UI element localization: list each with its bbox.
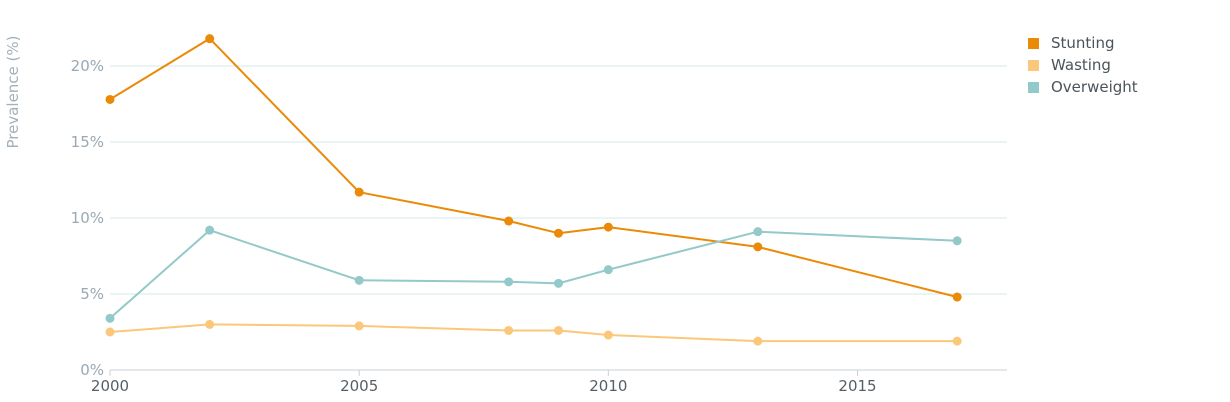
series-line bbox=[109, 37, 958, 298]
y-tick-label: 5% bbox=[80, 285, 104, 303]
data-point[interactable] bbox=[354, 275, 364, 285]
legend-label: Stunting bbox=[1051, 34, 1115, 52]
data-point[interactable] bbox=[554, 228, 563, 238]
data-point[interactable] bbox=[105, 94, 115, 104]
data-point[interactable] bbox=[554, 325, 563, 335]
data-point[interactable] bbox=[504, 325, 514, 335]
data-point[interactable] bbox=[603, 222, 613, 232]
data-point[interactable] bbox=[205, 34, 215, 44]
series-wasting bbox=[105, 319, 962, 346]
data-point[interactable] bbox=[554, 278, 563, 288]
data-point[interactable] bbox=[504, 277, 514, 287]
x-tick-label: 2005 bbox=[340, 377, 378, 395]
data-point[interactable] bbox=[603, 330, 613, 340]
y-tick-label: 20% bbox=[71, 57, 104, 75]
data-point[interactable] bbox=[354, 187, 364, 197]
series-stunting bbox=[105, 34, 962, 302]
legend-swatch bbox=[1028, 81, 1039, 93]
data-point[interactable] bbox=[603, 265, 613, 275]
data-point[interactable] bbox=[952, 292, 962, 302]
x-tick-label: 2010 bbox=[589, 377, 627, 395]
data-point[interactable] bbox=[753, 336, 763, 346]
y-tick-label: 0% bbox=[80, 361, 104, 379]
y-tick-label: 15% bbox=[71, 133, 104, 151]
legend-item-stunting[interactable]: Stunting bbox=[1028, 32, 1138, 54]
series-overweight bbox=[105, 225, 962, 323]
data-point[interactable] bbox=[504, 216, 514, 226]
series-line bbox=[109, 229, 958, 320]
data-point[interactable] bbox=[952, 336, 962, 346]
data-point[interactable] bbox=[105, 313, 115, 323]
data-point[interactable] bbox=[205, 225, 215, 235]
legend-swatch bbox=[1028, 59, 1039, 71]
legend-label: Wasting bbox=[1051, 56, 1111, 74]
x-tick-label: 2000 bbox=[91, 377, 129, 395]
legend-swatch bbox=[1028, 37, 1039, 49]
data-point[interactable] bbox=[105, 327, 115, 337]
legend-item-wasting[interactable]: Wasting bbox=[1028, 54, 1138, 76]
data-point[interactable] bbox=[354, 321, 364, 331]
data-point[interactable] bbox=[753, 227, 763, 237]
data-point[interactable] bbox=[952, 236, 962, 246]
y-axis-title: Prevalence (%) bbox=[4, 35, 22, 148]
legend-item-overweight[interactable]: Overweight bbox=[1028, 76, 1138, 98]
legend-label: Overweight bbox=[1051, 78, 1138, 96]
x-tick-label: 2015 bbox=[838, 377, 876, 395]
series-line bbox=[109, 323, 958, 343]
y-tick-label: 10% bbox=[71, 209, 104, 227]
data-point[interactable] bbox=[205, 319, 215, 329]
data-point[interactable] bbox=[753, 242, 763, 252]
legend: Stunting Wasting Overweight bbox=[1028, 32, 1138, 98]
